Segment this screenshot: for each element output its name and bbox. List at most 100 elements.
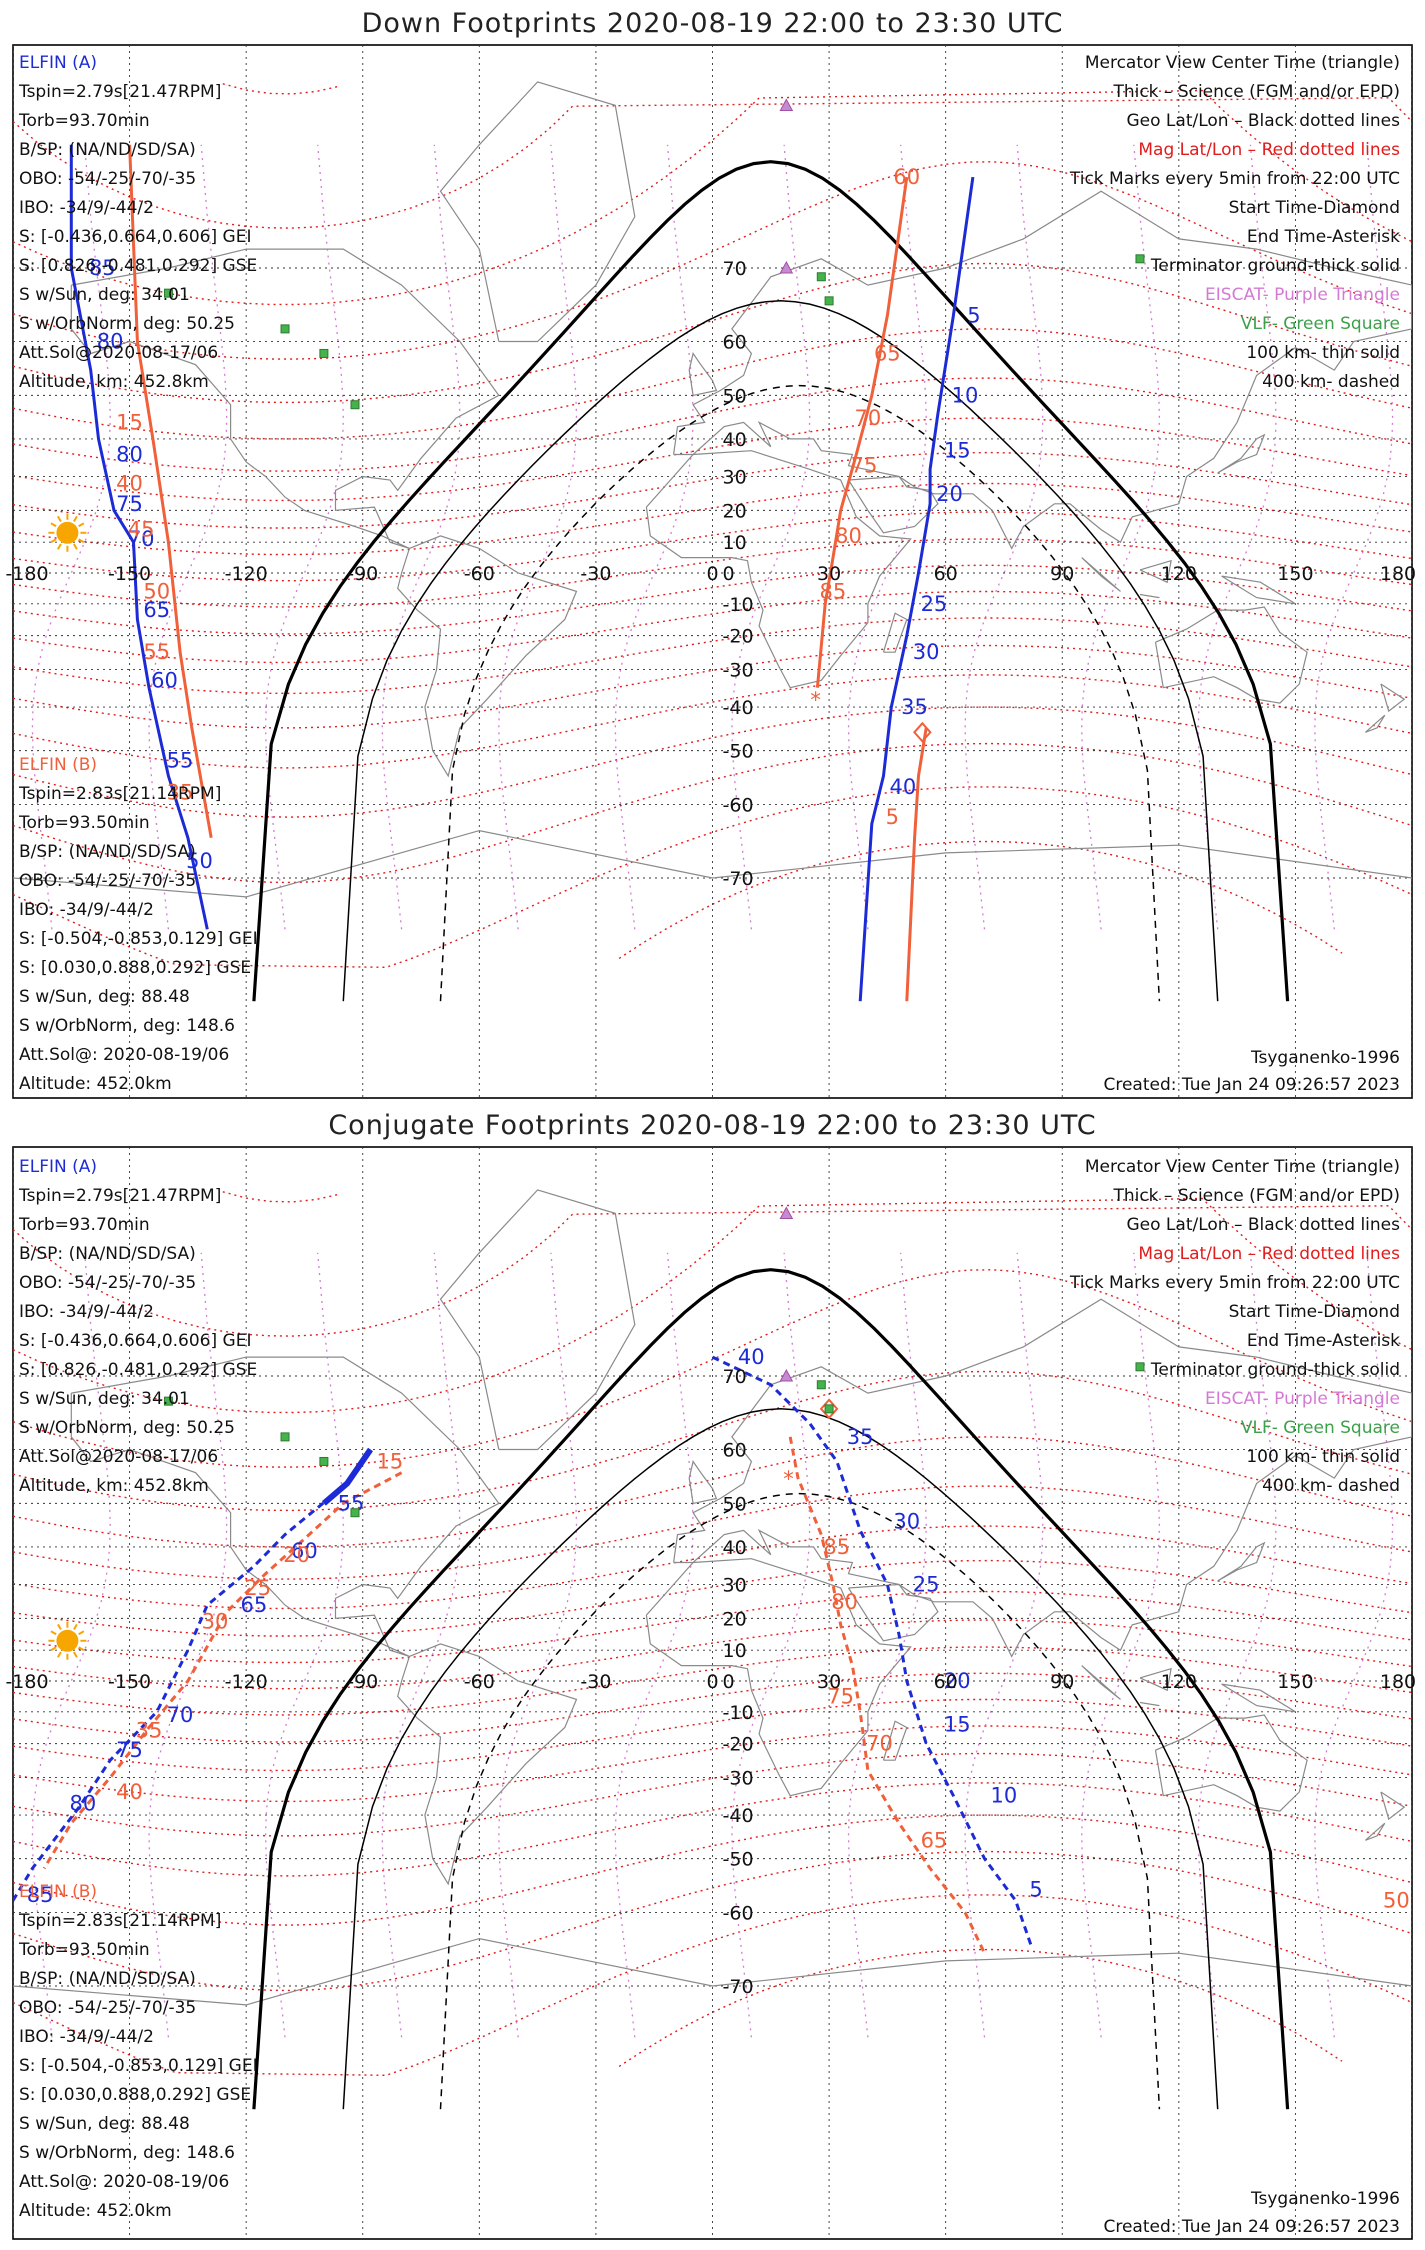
elfin-a-tick-label: 40 (889, 775, 916, 799)
lon-label: -90 (347, 563, 378, 585)
lon-label: 150 (1277, 563, 1313, 585)
coastline (397, 535, 578, 778)
mag-meridian (264, 1252, 344, 2038)
mag-meridian (1197, 1252, 1277, 2038)
info-line: S: [0.030,0.888,0.292] GSE (19, 2085, 251, 2105)
mag-parallel (13, 1752, 1412, 1837)
eiscat-triangle-icon (779, 260, 794, 274)
info-line: Altitude: 452.0km (19, 2201, 172, 2221)
mag-meridian (614, 144, 694, 930)
elfin-a-name: ELFIN (A) (19, 53, 97, 73)
lat-label: -60 (723, 1902, 754, 1924)
legend-vlf: VLF- Green Square (1241, 1418, 1400, 1438)
elfin-b-tick-label: 80 (835, 524, 862, 548)
legend-eiscat: EISCAT- Purple Triangle (1205, 285, 1400, 305)
created-label: Created: Tue Jan 24 09:26:57 2023 (1103, 1075, 1400, 1095)
lat-label: 20 (723, 1608, 747, 1630)
elfin-b-name: ELFIN (B) (19, 755, 97, 775)
legend-view: Mercator View Center Time (triangle) (1085, 53, 1400, 73)
coastline (13, 1937, 1412, 2006)
mag-parallel (13, 328, 1412, 440)
lon-label: 120 (1161, 563, 1197, 585)
vlf-square-icon (816, 1380, 826, 1390)
sun-icon (48, 513, 87, 552)
mag-parallel (13, 674, 1412, 769)
mag-meridian (731, 1252, 811, 2038)
coastline (70, 1356, 500, 1657)
elfin-b-tick-label: 20 (283, 1543, 310, 1567)
lon-label: 90 (1050, 563, 1074, 585)
legend-mag: Mag Lat/Lon – Red dotted lines (1138, 140, 1400, 160)
mag-parallel (13, 417, 1412, 502)
lon-label: 30 (817, 1671, 841, 1693)
mag-parallel (222, 1191, 340, 1203)
model-label: Tsyganenko-1996 (1250, 2189, 1400, 2209)
lat-label: 30 (723, 466, 747, 488)
info-line: S w/OrbNorm, deg: 50.25 (19, 1418, 235, 1438)
legend-eiscat: EISCAT- Purple Triangle (1205, 1389, 1400, 1409)
info-line: B/SP: (NA/ND/SD/SA) (19, 1969, 196, 1989)
info-line: S w/Sun, deg: 88.48 (19, 2114, 190, 2134)
terminator-lines (252, 1268, 1290, 2110)
elfin-a-tick-label: 35 (901, 695, 928, 719)
elfin-a-tick-label: 30 (893, 1510, 920, 1534)
legend-terminator: Terminator ground-thick solid (1150, 256, 1400, 276)
elfin-b-tick-label: 15 (116, 410, 143, 434)
info-line: S: [-0.504,-0.853,0.129] GEI (19, 929, 258, 949)
mag-parallel (13, 161, 1412, 360)
lat-label: -40 (723, 697, 754, 719)
satellite-tracks: 5101520253035408085807570656055506065707… (69, 144, 981, 1002)
elfin-a-tick-label: 30 (913, 640, 940, 664)
mag-parallel (13, 1698, 1412, 1772)
elfin-b-tick-label: 65 (921, 1828, 948, 1852)
info-line: S w/OrbNorm, deg: 50.25 (19, 314, 235, 334)
elfin-b-tick-label: 75 (851, 454, 878, 478)
legend-start: Start Time-Diamond (1229, 198, 1400, 218)
elfin-a-track (711, 1355, 1033, 1947)
info-line: B/SP: (NA/ND/SD/SA) (19, 1244, 196, 1264)
legend-400km: 400 km- dashed (1262, 1476, 1400, 1496)
elfin-b-info: ELFIN (B) Tspin=2.83s[21.14RPM] Torb=93.… (18, 755, 258, 1094)
mag-parallel (13, 1269, 1412, 1468)
mag-meridian (1314, 144, 1394, 930)
elfin-b-name: ELFIN (B) (19, 1882, 97, 1902)
mag-parallel (13, 1370, 1412, 1512)
vlf-square-icon (816, 272, 826, 282)
mag-parallel (13, 1525, 1412, 1610)
elfin-b-track (788, 1436, 986, 1954)
vlf-square-icon (280, 324, 290, 334)
elfin-b-tick-label: 35 (136, 1719, 163, 1743)
mag-parallel (13, 451, 1412, 529)
end-asterisk-icon: * (783, 1467, 794, 1491)
lat-label: -20 (723, 626, 754, 648)
info-line: Torb=93.70min (18, 111, 150, 131)
coastline (882, 612, 908, 653)
lon-label: 120 (1161, 1671, 1197, 1693)
coastline (645, 450, 912, 689)
elfin-b-tick-label: 5 (886, 805, 899, 829)
info-line: S: [-0.504,-0.853,0.129] GEI (19, 2056, 258, 2076)
elfin-a-tick-label: 5 (1029, 1877, 1042, 1901)
terminator-100km (342, 1408, 1219, 2110)
elfin-a-tick-label: 35 (847, 1425, 874, 1449)
lon-label: 180 (1380, 1671, 1416, 1693)
elfin-b-tick-label: 40 (116, 1780, 143, 1804)
coastline (1365, 1822, 1386, 1841)
elfin-a-science (321, 1447, 373, 1506)
elfin-a-info: ELFIN (A) Tspin=2.79s[21.47RPM] Torb=93.… (18, 53, 257, 392)
lat-label: -30 (723, 660, 754, 682)
mag-parallel (13, 1205, 1412, 1337)
info-line: OBO: -54/-25/-70/-35 (19, 871, 196, 891)
legend-end: End Time-Asterisk (1247, 227, 1400, 247)
vlf-square-icon (319, 1456, 329, 1466)
lat-label: 40 (723, 1537, 747, 1559)
mag-parallel (13, 1782, 1412, 1877)
elfin-b-tick-label: 65 (874, 341, 901, 365)
elfin-a-tick-label: 10 (952, 383, 979, 407)
mag-parallel (13, 377, 1412, 472)
elfin-b-tick-label: 70 (855, 406, 882, 430)
info-line: S: [-0.436,0.664,0.606] GEI (19, 1331, 251, 1351)
lon-label: -60 (464, 563, 495, 585)
elfin-a-info-conj: ELFIN (A) Tspin=2.79s[21.47RPM] Torb=93.… (18, 1157, 257, 1496)
